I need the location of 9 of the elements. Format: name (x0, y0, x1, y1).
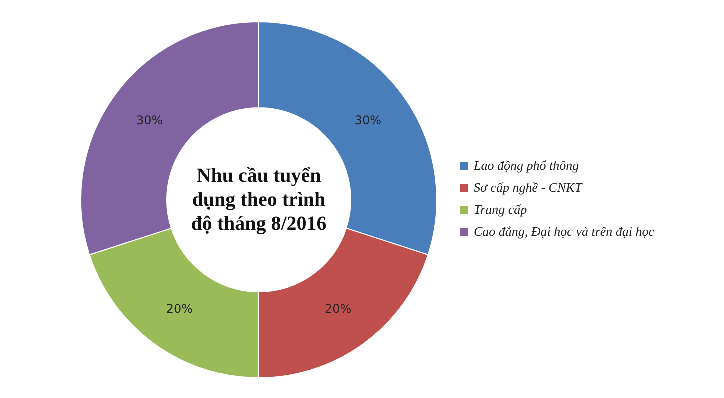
legend-label: Cao đẳng, Đại học và trên đại học (474, 224, 655, 240)
legend-label: Trung cấp (474, 202, 528, 218)
legend-label: Sơ cấp nghề - CNKT (474, 180, 582, 196)
data-label: 20% (166, 302, 193, 316)
data-label: 30% (354, 114, 382, 128)
legend-label: Lao động phổ thông (474, 158, 580, 174)
data-label: 30% (136, 114, 164, 128)
data-label: 20% (325, 302, 352, 316)
text: Nhu cầu tuyển dụng theo trình độ tháng 8/2016 (190, 164, 328, 236)
